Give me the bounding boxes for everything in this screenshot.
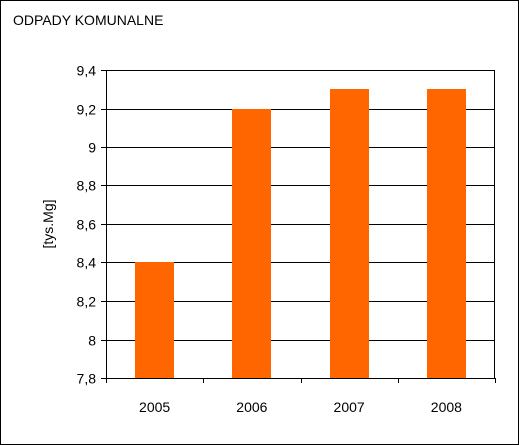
x-tick-label: 2005 [139, 399, 170, 415]
y-tick-label: 8,2 [77, 294, 97, 310]
y-tick-label: 9,4 [77, 63, 97, 79]
y-tick-label: 9,2 [77, 102, 97, 118]
bar-2006 [232, 109, 271, 378]
tick-labels: 7,8 8 8,2 8,4 8,6 8,8 9 9,2 9,4 2005 2006 2007 2008 [77, 63, 463, 416]
y-tick-label: 8,4 [77, 255, 97, 271]
y-tick-label: 9 [88, 140, 96, 156]
bar-2008 [427, 89, 466, 378]
y-tick-label: 8,6 [77, 217, 97, 233]
chart-title: ODPADY KOMUNALNE [13, 12, 164, 28]
axes [101, 70, 496, 383]
y-tick-label: 8,8 [77, 178, 97, 194]
bars [135, 89, 466, 378]
y-tick-label: 8 [88, 333, 96, 349]
x-tick-label: 2007 [334, 399, 365, 415]
x-tick-label: 2008 [431, 399, 462, 415]
bar-2005 [135, 262, 174, 378]
x-tick-label: 2006 [236, 399, 267, 415]
y-tick-label: 7,8 [77, 371, 97, 387]
bar-2007 [330, 89, 369, 378]
y-axis-label: [tys.Mg] [40, 199, 56, 248]
